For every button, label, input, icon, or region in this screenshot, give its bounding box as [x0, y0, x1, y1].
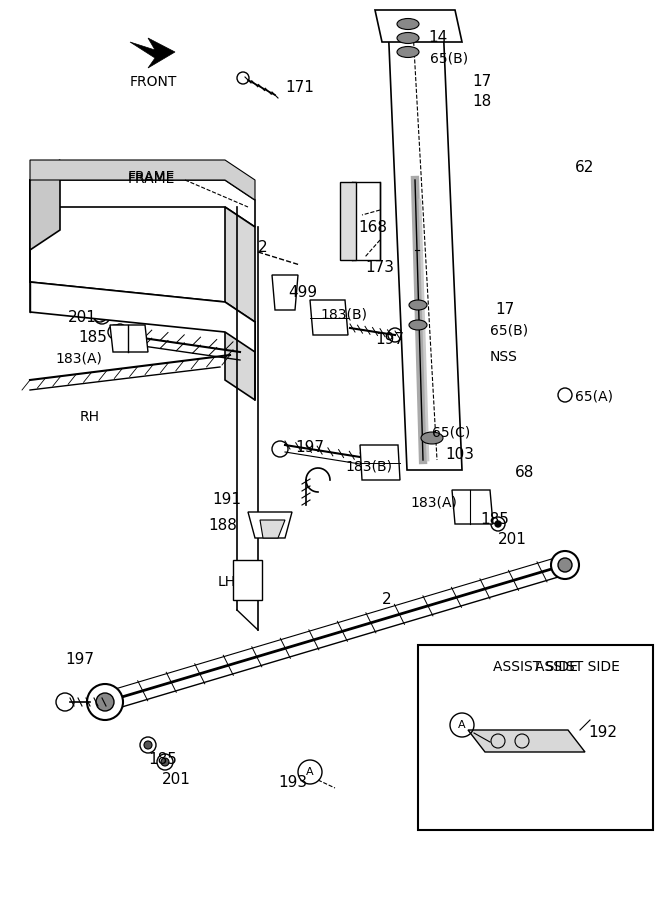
Circle shape — [144, 741, 152, 749]
Text: 183(B): 183(B) — [320, 308, 367, 322]
Polygon shape — [388, 22, 462, 470]
Polygon shape — [375, 10, 462, 42]
Polygon shape — [30, 160, 60, 250]
Text: 201: 201 — [498, 532, 527, 547]
Circle shape — [477, 502, 483, 508]
Polygon shape — [248, 512, 292, 538]
Circle shape — [98, 312, 106, 320]
Polygon shape — [110, 325, 148, 352]
Ellipse shape — [409, 300, 427, 310]
Text: 2: 2 — [258, 240, 267, 255]
Circle shape — [112, 329, 118, 335]
Circle shape — [87, 684, 123, 720]
Text: 185: 185 — [78, 330, 107, 345]
Polygon shape — [352, 182, 380, 260]
Polygon shape — [233, 560, 262, 600]
Text: 185: 185 — [148, 752, 177, 767]
Text: 103: 103 — [445, 447, 474, 462]
Polygon shape — [310, 300, 348, 335]
Text: FRAME: FRAME — [128, 172, 175, 186]
Text: 192: 192 — [588, 725, 617, 740]
Polygon shape — [340, 182, 356, 260]
Text: 18: 18 — [472, 94, 492, 109]
Ellipse shape — [397, 19, 419, 30]
Text: 499: 499 — [288, 285, 317, 300]
Polygon shape — [260, 520, 285, 538]
Text: 173: 173 — [365, 260, 394, 275]
Text: 68: 68 — [515, 465, 534, 480]
Text: 2: 2 — [382, 592, 392, 607]
Polygon shape — [30, 160, 255, 200]
Text: 168: 168 — [358, 220, 387, 235]
Polygon shape — [272, 275, 298, 310]
Circle shape — [495, 521, 501, 527]
Bar — [418, 645, 653, 830]
Polygon shape — [225, 207, 255, 400]
Text: ASSIST SIDE: ASSIST SIDE — [492, 660, 578, 674]
Text: LH: LH — [218, 575, 236, 589]
Text: 201: 201 — [68, 310, 97, 325]
Text: RH: RH — [80, 410, 100, 424]
Circle shape — [551, 551, 579, 579]
Text: 183(A): 183(A) — [55, 351, 102, 365]
Text: 197: 197 — [375, 332, 404, 347]
Text: 197: 197 — [65, 652, 94, 667]
Text: ASSIST SIDE: ASSIST SIDE — [535, 660, 620, 674]
Text: 62: 62 — [575, 160, 594, 175]
Circle shape — [161, 758, 169, 766]
Text: 17: 17 — [472, 74, 492, 89]
Text: 65(B): 65(B) — [430, 52, 468, 66]
Text: FRONT: FRONT — [130, 75, 177, 89]
Text: 201: 201 — [162, 772, 191, 787]
Ellipse shape — [409, 320, 427, 330]
Polygon shape — [360, 445, 400, 480]
Polygon shape — [30, 180, 255, 227]
Polygon shape — [468, 730, 585, 752]
Ellipse shape — [421, 432, 443, 444]
Circle shape — [96, 693, 114, 711]
Text: 183(B): 183(B) — [345, 460, 392, 474]
Ellipse shape — [397, 47, 419, 58]
Circle shape — [97, 312, 103, 318]
Text: 65(C): 65(C) — [432, 425, 470, 439]
Text: 17: 17 — [495, 302, 514, 317]
Text: FRAME: FRAME — [128, 170, 175, 184]
Text: 197: 197 — [295, 440, 324, 455]
Polygon shape — [452, 490, 493, 524]
Text: 185: 185 — [480, 512, 509, 527]
Text: 193: 193 — [278, 775, 307, 790]
Text: 65(B): 65(B) — [490, 324, 528, 338]
Text: 183(A): 183(A) — [410, 495, 457, 509]
Polygon shape — [30, 282, 255, 352]
Polygon shape — [130, 38, 175, 68]
Text: 191: 191 — [212, 492, 241, 507]
Text: 171: 171 — [285, 80, 314, 95]
Circle shape — [558, 558, 572, 572]
Text: 14: 14 — [428, 30, 448, 45]
Text: 65(A): 65(A) — [575, 390, 613, 404]
Text: A: A — [458, 720, 466, 730]
Text: A: A — [306, 767, 313, 777]
Text: 188: 188 — [208, 518, 237, 533]
Text: NSS: NSS — [490, 350, 518, 364]
Ellipse shape — [397, 32, 419, 43]
